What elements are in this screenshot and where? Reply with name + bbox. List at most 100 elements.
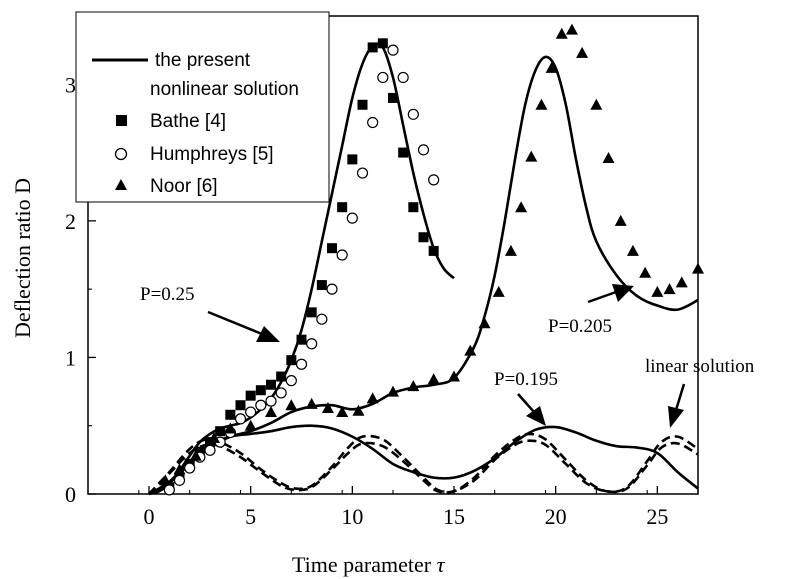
humphreys-data-point xyxy=(407,108,419,120)
noor-data-point xyxy=(639,266,652,278)
y-tick-label: 3 xyxy=(65,72,76,97)
annotation-p0205: P=0.205 xyxy=(548,316,612,337)
humphreys-data-point xyxy=(428,174,440,186)
humphreys-data-point xyxy=(204,444,216,456)
nonlinear-solution-line xyxy=(148,55,699,496)
noor-data-point xyxy=(692,262,704,274)
legend-label-noor: Noor [6] xyxy=(150,176,218,197)
series-markers xyxy=(159,23,704,496)
noor-data-point xyxy=(407,380,420,392)
noor-data-point xyxy=(336,406,349,418)
bathe-data-point xyxy=(255,385,266,396)
x-tick-label: 5 xyxy=(245,504,256,529)
legend-label-humphreys: Humphreys [5] xyxy=(150,144,274,165)
noor-data-point xyxy=(387,385,399,397)
legend-circle-marker xyxy=(114,147,128,161)
bathe-data-point xyxy=(296,334,307,345)
humphreys-data-point xyxy=(163,484,175,496)
noor-data-point xyxy=(208,432,221,444)
bathe-data-point xyxy=(225,409,236,420)
bathe-data-point xyxy=(327,243,337,254)
noor-data-point xyxy=(305,397,318,409)
noor-data-point xyxy=(285,399,298,411)
humphreys-data-point xyxy=(255,399,267,411)
legend-label-present: the present xyxy=(155,50,251,71)
noor-data-point xyxy=(448,370,460,382)
noor-data-point xyxy=(565,23,578,35)
humphreys-data-point xyxy=(346,212,358,224)
bathe-data-point xyxy=(316,280,327,291)
bathe-data-point xyxy=(377,38,388,49)
noor-data-point xyxy=(651,285,664,297)
noor-data-point xyxy=(189,449,202,461)
humphreys-data-point xyxy=(234,413,247,425)
noor-data-point xyxy=(427,373,440,385)
noor-data-point xyxy=(321,401,334,413)
bathe-data-point xyxy=(388,92,398,103)
humphreys-data-point xyxy=(336,249,348,261)
noor-data-point xyxy=(224,422,237,434)
annotations: P=0.25 P=0.205 P=0.195 linear solution xyxy=(140,284,755,428)
noor-data-point xyxy=(626,244,639,256)
bathe-data-point xyxy=(428,245,439,256)
noor-data-point xyxy=(555,27,568,39)
annotation-linear: linear solution xyxy=(645,356,755,377)
bathe-data-point xyxy=(266,379,276,390)
humphreys-data-point xyxy=(316,313,328,325)
noor-data-point xyxy=(366,392,379,404)
humphreys-data-point xyxy=(173,474,186,486)
annotation-p0195: P=0.195 xyxy=(494,369,558,390)
bathe-data-point xyxy=(337,202,348,213)
legend: the present nonlinear solution Bathe [4]… xyxy=(75,11,330,203)
bathe-data-point xyxy=(357,99,368,110)
x-axis-ticks: 0 5 10 15 20 25 xyxy=(87,486,699,529)
y-tick-label: 2 xyxy=(65,209,76,234)
legend-box xyxy=(75,11,330,203)
humphreys-data-point xyxy=(377,71,389,84)
x-tick-label: 20 xyxy=(545,504,567,529)
bathe-data-point xyxy=(245,390,256,401)
noor-data-point xyxy=(492,285,505,297)
noor-data-point xyxy=(663,283,676,295)
linear-solution-line xyxy=(148,439,699,495)
x-axis-title: Time parameter τ xyxy=(292,552,446,577)
humphreys-data-point xyxy=(275,387,287,399)
noor-data-point xyxy=(675,276,688,288)
x-tick-label: 25 xyxy=(646,504,668,529)
arrow-p0195 xyxy=(517,393,546,426)
noor-data-point xyxy=(545,61,558,73)
humphreys-data-point xyxy=(387,44,399,56)
noor-data-point xyxy=(535,98,548,110)
noor-data-point xyxy=(515,201,528,213)
y-tick-label: 0 xyxy=(65,482,76,507)
noor-data-point xyxy=(159,474,172,486)
y-axis-title: Deflection ratio D xyxy=(10,178,35,338)
legend-label-nonlinear: nonlinear solution xyxy=(150,79,299,100)
bathe-data-point xyxy=(418,232,429,243)
bathe-data-point xyxy=(286,355,297,366)
noor-data-point xyxy=(244,419,257,431)
humphreys-data-point xyxy=(265,395,277,407)
arrow-p025 xyxy=(207,310,280,342)
bathe-data-point xyxy=(306,307,317,318)
humphreys-data-point xyxy=(326,283,338,295)
noor-data-point xyxy=(602,152,615,164)
arrow-linear xyxy=(668,383,686,428)
humphreys-data-point xyxy=(306,338,318,350)
humphreys-data-point xyxy=(285,375,297,387)
arrow-p0205 xyxy=(587,284,634,304)
legend-label-bathe: Bathe [4] xyxy=(150,111,226,132)
bathe-data-point xyxy=(235,400,246,411)
noor-data-point xyxy=(265,406,277,418)
legend-square-marker xyxy=(116,115,127,126)
bathe-data-point xyxy=(367,42,378,53)
noor-data-point xyxy=(478,317,491,329)
noor-data-point xyxy=(504,244,517,256)
humphreys-data-point xyxy=(295,358,308,370)
humphreys-data-point xyxy=(417,144,430,156)
x-tick-label: 0 xyxy=(144,504,155,529)
humphreys-data-point xyxy=(356,167,369,179)
legend-triangle-marker xyxy=(115,179,127,190)
bathe-data-point xyxy=(215,426,226,437)
